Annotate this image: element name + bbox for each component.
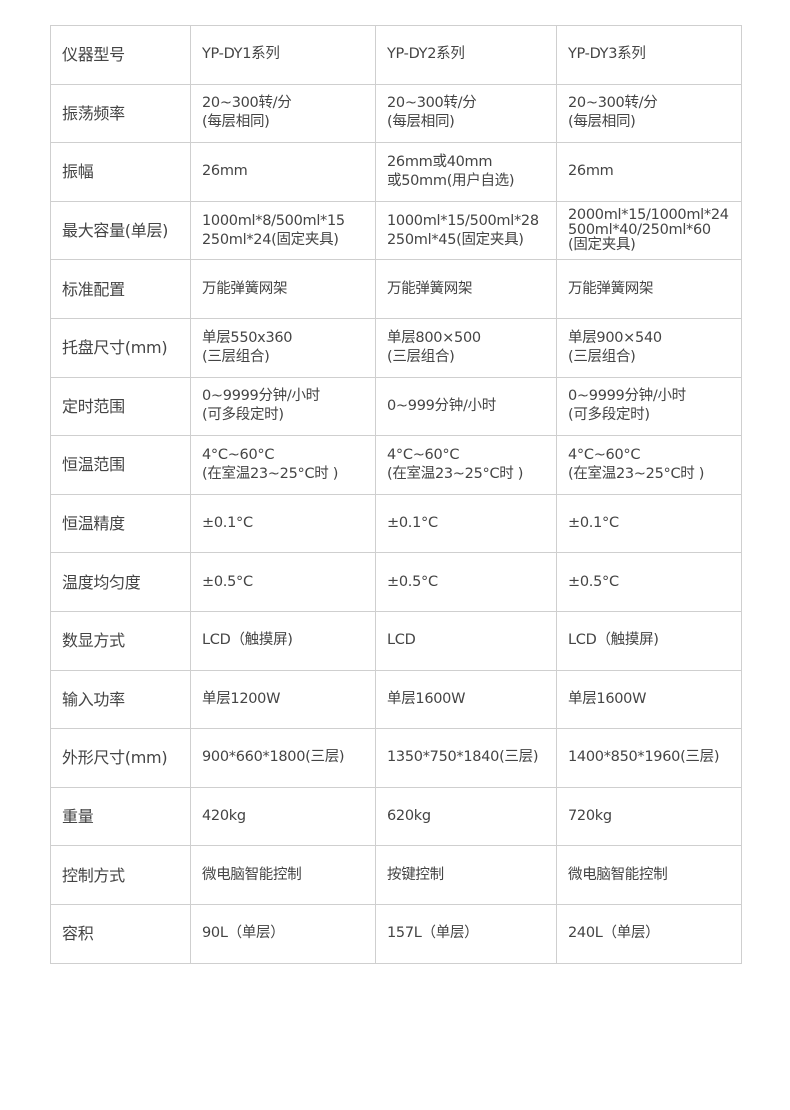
row-label: 容积 [50,903,191,964]
table-cell: 0~9999分钟/小时 (可多段定时) [556,376,742,437]
table-cell: 420kg [190,786,376,847]
table-row: 最大容量(单层) 1000ml*8/500ml*15 250ml*24(固定夹具)… [50,200,742,261]
spec-table: 仪器型号 YP-DY1系列 YP-DY2系列 YP-DY3系列 振荡频率 20~300转/… [50,25,742,964]
table-cell: ±0.1°C [556,493,742,554]
table-cell: 4°C~60°C (在室温23~25°C时 ) [375,435,557,495]
table-cell: LCD（触摸屏) [190,610,376,671]
table-cell: 157L（单层） [375,903,557,964]
table-cell: 900*660*1800(三层) [190,728,376,788]
table-row: 温度均匀度 ±0.5°C ±0.5°C ±0.5°C [50,552,742,612]
table-cell: 20~300转/分 (每层相同) [190,83,376,144]
table-cell: 0~9999分钟/小时 (可多段定时) [190,376,376,437]
table-row: 振幅 26mm 26mm或40mm 或50mm(用户自选) 26mm [50,142,742,202]
table-cell: ±0.5°C [375,552,557,612]
row-label: 外形尺寸(mm) [50,728,191,788]
table-row: 数显方式 LCD（触摸屏) LCD LCD（触摸屏) [50,610,742,671]
table-row: 输入功率 单层1200W 单层1600W 单层1600W [50,669,742,730]
table-cell: 单层1600W [556,669,742,730]
table-cell: 单层1200W [190,669,376,730]
table-cell: 微电脑智能控制 [190,845,376,905]
table-cell: ±0.5°C [190,552,376,612]
row-label: 最大容量(单层) [50,200,191,261]
table-cell: 单层1600W [375,669,557,730]
table-cell: 20~300转/分 (每层相同) [375,83,557,144]
table-row: 恒温范围 4°C~60°C (在室温23~25°C时 ) 4°C~60°C (在室温… [50,435,742,495]
table-row: 容积 90L（单层） 157L（单层） 240L（单层） [50,903,742,964]
table-cell: LCD [375,610,557,671]
table-cell: 万能弹簧网架 [375,259,557,319]
table-cell: 单层800×500 (三层组合) [375,317,557,378]
table-cell: 按键控制 [375,845,557,905]
row-label: 振幅 [50,142,191,202]
row-label: 恒温范围 [50,435,191,495]
spec-table-body: 仪器型号 YP-DY1系列 YP-DY2系列 YP-DY3系列 振荡频率 20~300转/… [50,25,742,964]
table-row: 仪器型号 YP-DY1系列 YP-DY2系列 YP-DY3系列 [50,25,742,85]
row-label: 标准配置 [50,259,191,319]
table-cell: 26mm [190,142,376,202]
table-cell: 90L（单层） [190,903,376,964]
row-label: 托盘尺寸(mm) [50,317,191,378]
table-row: 标准配置 万能弹簧网架 万能弹簧网架 万能弹簧网架 [50,259,742,319]
table-cell: 1000ml*15/500ml*28 250ml*45(固定夹具) [375,200,557,261]
table-row: 重量 420kg 620kg 720kg [50,786,742,847]
table-cell: YP-DY2系列 [375,25,557,85]
table-cell: YP-DY3系列 [556,25,742,85]
table-cell: 26mm [556,142,742,202]
row-label: 控制方式 [50,845,191,905]
table-cell: 26mm或40mm 或50mm(用户自选) [375,142,557,202]
table-cell: 万能弹簧网架 [190,259,376,319]
row-label: 数显方式 [50,610,191,671]
table-row: 控制方式 微电脑智能控制 按键控制 微电脑智能控制 [50,845,742,905]
table-cell: 单层900×540 (三层组合) [556,317,742,378]
row-label: 定时范围 [50,376,191,437]
table-cell: 620kg [375,786,557,847]
table-cell: 240L（单层） [556,903,742,964]
table-row: 恒温精度 ±0.1°C ±0.1°C ±0.1°C [50,493,742,554]
row-label: 输入功率 [50,669,191,730]
table-row: 定时范围 0~9999分钟/小时 (可多段定时) 0~999分钟/小时 0~9999分… [50,376,742,437]
table-cell: YP-DY1系列 [190,25,376,85]
table-cell: 2000ml*15/1000ml*24 500ml*40/250ml*60 (固… [556,200,742,261]
table-row: 外形尺寸(mm) 900*660*1800(三层) 1350*750*1840(三层… [50,728,742,788]
table-cell: 微电脑智能控制 [556,845,742,905]
row-label: 振荡频率 [50,83,191,144]
table-row: 振荡频率 20~300转/分 (每层相同) 20~300转/分 (每层相同) 20~3… [50,83,742,144]
table-cell: ±0.1°C [190,493,376,554]
table-cell: ±0.1°C [375,493,557,554]
table-cell: LCD（触摸屏) [556,610,742,671]
table-cell: 1400*850*1960(三层) [556,728,742,788]
table-cell: 单层550x360 (三层组合) [190,317,376,378]
row-label: 温度均匀度 [50,552,191,612]
table-cell: ±0.5°C [556,552,742,612]
table-cell: 0~999分钟/小时 [375,376,557,437]
table-row: 托盘尺寸(mm) 单层550x360 (三层组合) 单层800×500 (三层组合)… [50,317,742,378]
table-cell: 万能弹簧网架 [556,259,742,319]
row-label: 重量 [50,786,191,847]
table-cell: 1000ml*8/500ml*15 250ml*24(固定夹具) [190,200,376,261]
table-cell: 1350*750*1840(三层) [375,728,557,788]
row-label: 仪器型号 [50,25,191,85]
table-cell: 4°C~60°C (在室温23~25°C时 ) [556,435,742,495]
row-label: 恒温精度 [50,493,191,554]
table-cell: 720kg [556,786,742,847]
table-cell: 20~300转/分 (每层相同) [556,83,742,144]
table-cell: 4°C~60°C (在室温23~25°C时 ) [190,435,376,495]
